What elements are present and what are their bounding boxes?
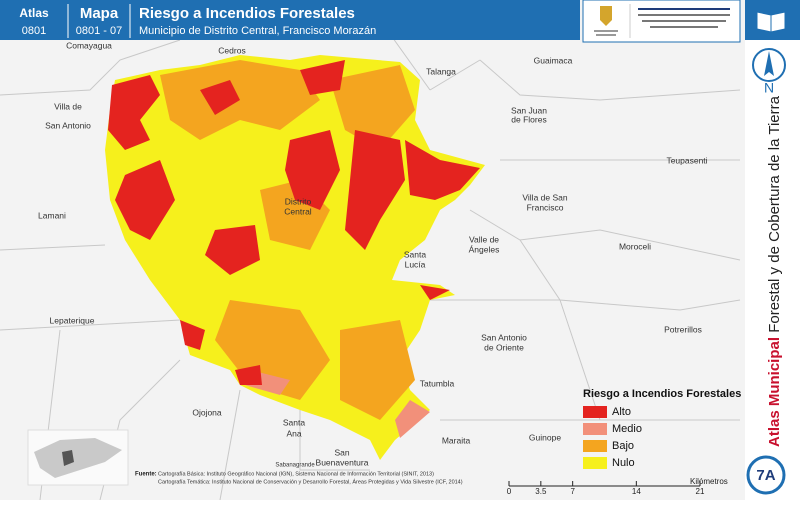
legend: Riesgo a Incendios Forestales Alto Medio B…: [583, 388, 741, 469]
place-label: Ojojona: [192, 407, 222, 417]
source-label: Fuente:: [135, 472, 157, 478]
place-label: Comayagua: [66, 40, 112, 50]
source-line: Cartografía Temática: Instituto Nacional…: [158, 478, 463, 485]
source-line: Cartografía Básica: Instituto Geográfico…: [158, 471, 434, 477]
place-label: Guaimaca: [534, 55, 573, 65]
legend-swatch: [583, 423, 607, 435]
place-label: Lamani: [38, 210, 66, 220]
place-label: Maraita: [442, 435, 471, 445]
side-title: Atlas Municipal Forestal y de Cobertura …: [766, 95, 783, 447]
place-label: Moroceli: [619, 241, 651, 251]
header-bar: [0, 0, 580, 40]
scale-tick-label: 7: [570, 487, 575, 496]
atlas-code: 0801: [22, 25, 46, 37]
place-label: Santa: [283, 417, 305, 427]
place-label: Teupasenti: [666, 155, 707, 165]
legend-label: Nulo: [612, 457, 635, 469]
north-label: N: [764, 80, 774, 96]
place-label: San Antonio: [45, 120, 91, 130]
place-label: Central: [284, 206, 312, 216]
place-label: Valle de: [469, 234, 499, 244]
place-label: de Oriente: [484, 342, 524, 352]
side-title-rest: Forestal y de Cobertura de la Tierra: [766, 95, 783, 332]
place-label: Cedros: [218, 45, 245, 55]
legend-label: Alto: [612, 406, 631, 418]
place-label: Potrerillos: [664, 324, 702, 334]
scale-unit: Kilómetros: [690, 477, 728, 486]
legend-swatch: [583, 457, 607, 469]
map-label: Mapa: [80, 5, 119, 22]
municipal-boundaries: [0, 19, 741, 501]
scale-tick-label: 0: [507, 487, 512, 496]
legend-swatch: [583, 440, 607, 452]
place-label: Guinope: [529, 432, 561, 442]
map-code: 0801 - 07: [76, 25, 122, 37]
place-label: Lucía: [405, 259, 426, 269]
place-label: Distrito: [285, 196, 312, 206]
place-label: Ana: [286, 428, 301, 438]
badge-label: 7A: [756, 467, 775, 484]
risk-area-alto: [108, 60, 480, 385]
place-label: Sabanagrande: [275, 463, 315, 469]
inset-country: [34, 438, 122, 478]
place-label: Talanga: [426, 66, 456, 76]
place-label: Lepaterique: [50, 315, 95, 325]
place-label: Francisco: [527, 202, 564, 212]
place-label: San: [334, 447, 349, 457]
legend-label: Medio: [612, 423, 642, 435]
place-label: San Juan: [511, 105, 547, 115]
map-subtitle: Municipio de Distrito Central, Francisco…: [139, 25, 376, 37]
legend-swatch: [583, 406, 607, 418]
place-label: San Antonio: [481, 332, 527, 342]
place-label: Villa de San: [522, 192, 567, 202]
badge: [746, 455, 786, 495]
place-label: Buenaventura: [316, 457, 369, 467]
scale-tick-label: 14: [632, 487, 641, 496]
side-title-bold: Atlas Municipal: [766, 337, 783, 447]
book-icon: [756, 11, 786, 33]
legend-label: Bajo: [612, 440, 634, 452]
risk-area-bajo: [160, 60, 415, 420]
map-title: Riesgo a Incendios Forestales: [139, 5, 355, 22]
scale-tick-label: 3.5: [535, 487, 547, 496]
scale-tick-label: 21: [696, 487, 705, 496]
legend-title: Riesgo a Incendios Forestales: [583, 388, 741, 400]
north-arrow: [764, 51, 774, 76]
municipality-map: [105, 55, 485, 460]
place-label: Santa: [404, 249, 426, 259]
place-label: Ángeles: [469, 244, 500, 254]
place-label: de Flores: [511, 114, 546, 124]
logos: [594, 4, 730, 38]
inset-highlight: [62, 450, 74, 466]
place-label: Villa de: [54, 101, 82, 111]
place-label: Tatumbla: [420, 378, 455, 388]
atlas-label: Atlas: [19, 6, 49, 20]
place-labels: Comayagua Cedros Talanga Guaimaca Villa …: [38, 40, 708, 468]
